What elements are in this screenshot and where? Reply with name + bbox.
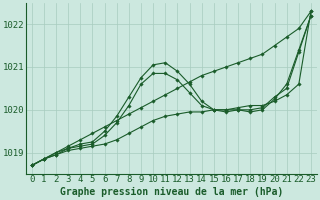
X-axis label: Graphe pression niveau de la mer (hPa): Graphe pression niveau de la mer (hPa): [60, 187, 283, 197]
